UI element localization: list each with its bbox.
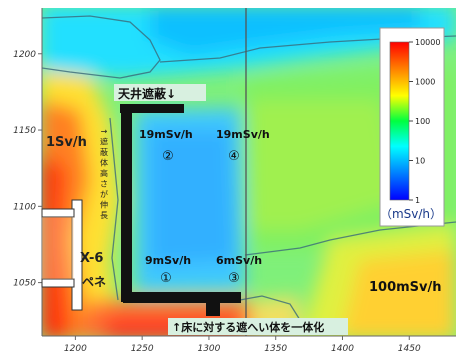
ceiling-shield-label: 天井遮蔽↓ [118,86,176,101]
x6-penetration: X-6 ペネ [41,199,106,311]
point3-dose: 6mSv/h [216,254,262,267]
colorbar-tick-label: 1 [415,196,420,205]
y-tick-label: 1200 [13,50,36,60]
colorbar-tick-label: 10000 [415,38,440,47]
y-tick-label: 1050 [13,279,36,289]
shield-height-char: 伸 [100,200,108,210]
shield-structure [120,104,241,316]
shield-height-char: 蔽 [100,147,108,157]
ceiling-shield [120,104,184,113]
colorbar-ramp [389,41,410,201]
colorbar: 10000 1000 100 10 1 （mSv/h） [379,27,445,227]
x-axis: 1200 1250 1300 1350 1400 1450 [42,335,456,354]
shield-height-char: → [101,127,108,136]
pene-name-line2: ペネ [82,275,106,289]
y-tick-label: 1150 [13,126,36,136]
x-tick-label: 1450 [398,344,421,354]
shield-height-char: 体 [100,158,108,168]
shield-height-label: →遮蔽体高さが伸長 [100,127,108,220]
colorbar-tick-label: 100 [415,117,430,126]
point3-mark: ③ [228,271,240,286]
shield-height-char: 高 [100,168,108,178]
point2-dose: 19mSv/h [139,128,193,141]
point1-dose: 9mSv/h [145,254,191,267]
point4-dose: 19mSv/h [216,128,270,141]
left-dose-label: 1Sv/h [46,135,87,150]
x-tick-label: 1250 [131,344,154,354]
x-tick-label: 1400 [331,344,354,354]
shield-height-char: 遮 [100,137,108,147]
colorbar-tick-label: 10 [415,157,425,166]
shield-height-char: が [100,189,108,199]
pene-name-line1: X-6 [80,251,103,266]
floor-shield-label: ↑床に対する遮へい体を一体化 [172,320,324,334]
colorbar-unit: （mSv/h） [380,207,442,221]
x-tick-label: 1350 [264,344,287,354]
floor-shield [123,292,241,303]
x-tick-label: 1300 [197,344,220,354]
floor-shield-step [206,300,220,316]
point2-mark: ② [162,149,174,164]
shield-height-char: 長 [100,211,108,220]
x-tick-label: 1200 [64,344,87,354]
y-axis: 1050 1100 1150 1200 [13,8,43,336]
vertical-shield [121,110,132,302]
point4-mark: ④ [228,149,240,164]
right-dose-label: 100mSv/h [369,280,442,295]
shield-height-char: さ [100,180,108,189]
point1-mark: ① [160,271,172,286]
y-tick-label: 1100 [13,202,36,212]
colorbar-tick-label: 1000 [415,78,435,87]
